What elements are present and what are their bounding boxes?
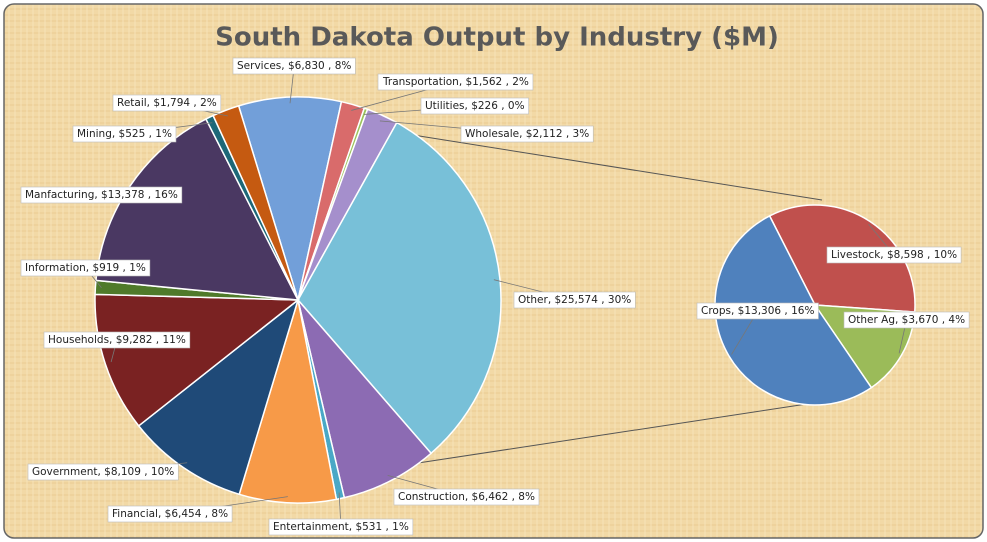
pie-slice xyxy=(94,293,301,427)
data-label-group: Mining, $525 , 1% xyxy=(72,122,213,143)
data-label-group: Wholesale, $2,112 , 3% xyxy=(379,120,594,143)
data-label-group: Crops, $13,306 , 16% xyxy=(696,302,819,355)
label-box xyxy=(826,246,962,264)
data-label-group: Entertainment, $531 , 1% xyxy=(268,492,414,536)
data-label-group: Households, $9,282 , 11% xyxy=(43,331,191,363)
chart-title: South Dakota Output by Industry ($M) xyxy=(215,23,779,53)
data-label-group: Other Ag, $3,670 , 4% xyxy=(843,311,970,354)
data-label: Other Ag, $3,670 , 4% xyxy=(848,314,965,326)
data-label-group: Construction, $6,462 , 8% xyxy=(387,474,540,506)
pie-slice xyxy=(212,104,299,301)
data-label: Utilities, $226 , 0% xyxy=(425,100,525,112)
label-box xyxy=(393,488,540,506)
label-box xyxy=(43,331,191,349)
data-label: Financial, $6,454 , 8% xyxy=(112,508,228,520)
data-label-group: Information, $919 , 1% xyxy=(20,259,151,289)
data-label: Retail, $1,794 , 2% xyxy=(117,97,217,109)
data-label: Other, $25,574 , 30% xyxy=(518,294,631,306)
data-label: Government, $8,109 , 10% xyxy=(32,466,174,478)
data-label-group: Government, $8,109 , 10% xyxy=(27,462,188,481)
data-label: Crops, $13,306 , 16% xyxy=(701,305,814,317)
data-label: Construction, $6,462 , 8% xyxy=(398,491,535,503)
data-label-group: Livestock, $8,598 , 10% xyxy=(826,223,962,264)
data-label: Information, $919 , 1% xyxy=(25,262,146,274)
pie-slice xyxy=(237,96,343,303)
data-label-group: Services, $6,830 , 8% xyxy=(232,57,356,104)
data-label: Mining, $525 , 1% xyxy=(77,128,172,140)
label-box xyxy=(107,505,233,523)
label-box xyxy=(20,186,183,204)
label-box xyxy=(460,125,594,143)
label-box xyxy=(27,463,179,481)
connector xyxy=(417,401,821,464)
pie-slice xyxy=(238,299,338,504)
connector xyxy=(412,134,823,201)
data-label: Wholesale, $2,112 , 3% xyxy=(465,128,589,140)
data-label: Services, $6,830 , 8% xyxy=(237,60,351,72)
data-label-group: Financial, $6,454 , 8% xyxy=(107,496,288,523)
label-box xyxy=(843,311,970,329)
label-box xyxy=(268,518,414,536)
label-box xyxy=(112,94,222,112)
pie-slice xyxy=(297,121,502,455)
label-box xyxy=(696,302,819,320)
data-label: Manfacturing, $13,378 , 16% xyxy=(25,189,178,201)
data-label: Livestock, $8,598 , 10% xyxy=(831,249,957,261)
data-label-group: Manfacturing, $13,378 , 16% xyxy=(20,186,183,204)
data-label-group: Other, $25,574 , 30% xyxy=(493,279,636,309)
label-box xyxy=(377,73,534,91)
label-box xyxy=(232,57,356,75)
data-label: Households, $9,282 , 11% xyxy=(48,334,186,346)
data-label-group: Utilities, $226 , 0% xyxy=(363,97,529,115)
pie-slice xyxy=(137,297,300,496)
label-box xyxy=(420,97,529,115)
data-label: Entertainment, $531 , 1% xyxy=(273,521,409,533)
label-box xyxy=(513,291,636,309)
data-label: Transportation, $1,562 , 2% xyxy=(382,76,529,88)
label-box xyxy=(20,259,151,277)
plot: Services, $6,830 , 8% Transportation, $1,… xyxy=(20,57,970,536)
pie-slice xyxy=(297,299,433,499)
data-label-group: Transportation, $1,562 , 2% xyxy=(351,73,534,111)
label-box xyxy=(72,125,177,143)
data-label-group: Retail, $1,794 , 2% xyxy=(112,94,228,117)
